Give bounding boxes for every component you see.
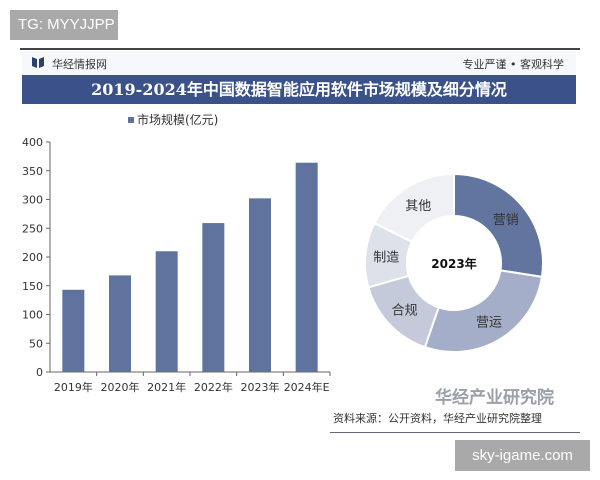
bar-2024年E <box>295 162 318 372</box>
y-tick-label: 300 <box>22 194 43 207</box>
y-tick-label: 50 <box>29 337 43 350</box>
bar-2019年 <box>62 289 85 372</box>
y-tick-label: 0 <box>36 366 43 379</box>
bar-2020年 <box>109 275 131 372</box>
bar-2022年 <box>202 223 225 372</box>
donut-slice-营运 <box>423 269 544 353</box>
institute-logo-text: 华经产业研究院 <box>435 388 554 408</box>
donut-center-label: 2023年 <box>431 256 476 271</box>
legend-swatch <box>128 117 134 123</box>
y-tick-label: 100 <box>22 309 43 322</box>
watermark-bottom: sky-igame.com <box>455 440 590 471</box>
x-tick-label: 2022年 <box>194 380 233 394</box>
y-tick-label: 200 <box>22 251 43 264</box>
bar-2021年 <box>155 251 178 372</box>
x-tick-label: 2023年 <box>241 380 280 394</box>
x-tick-label: 2021年 <box>147 380 186 394</box>
watermark-top: TG: MYYJJPP <box>10 10 118 40</box>
bar-2023年 <box>249 198 271 372</box>
divider <box>330 432 580 433</box>
y-tick-label: 250 <box>22 222 43 235</box>
slice-label: 其他 <box>405 199 431 214</box>
x-tick-label: 2020年 <box>101 380 140 394</box>
source-note: 资料来源：公开资料，华经产业研究院整理 <box>333 412 542 425</box>
donut-slice-其他 <box>373 172 455 244</box>
y-tick-label: 150 <box>22 280 43 293</box>
slice-label: 制造 <box>373 251 399 266</box>
legend-label: 市场规模(亿元) <box>137 112 218 127</box>
header-bar: 华经情报网 专业严谨 • 客观科学 <box>22 51 576 75</box>
slice-label: 合规 <box>392 304 418 319</box>
x-tick-label: 2019年 <box>54 380 93 394</box>
slice-label: 营运 <box>476 315 502 330</box>
brand-name: 华经情报网 <box>52 58 107 71</box>
x-tick-label: 2024年E <box>284 380 330 394</box>
donut-slice-营销 <box>453 172 544 279</box>
y-tick-label: 350 <box>22 165 43 178</box>
brand-logo-icon <box>32 57 44 68</box>
slogan: 专业严谨 • 客观科学 <box>462 58 564 71</box>
divider <box>20 48 580 50</box>
chart-title: 2019-2024年中国数据智能应用软件市场规模及细分情况 <box>22 75 576 104</box>
y-tick-label: 400 <box>22 136 43 149</box>
slice-label: 营销 <box>493 213 519 228</box>
